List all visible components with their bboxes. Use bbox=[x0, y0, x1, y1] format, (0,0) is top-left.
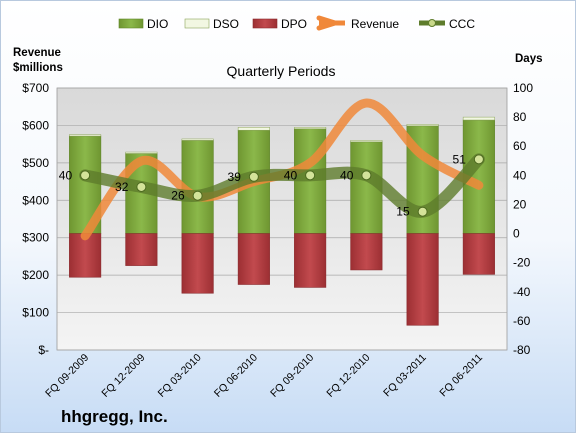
left-axis-tick-label: $500 bbox=[22, 156, 49, 170]
dso-bar bbox=[69, 134, 102, 137]
right-axis-tick-label: 60 bbox=[513, 139, 527, 153]
x-axis-tick-label: FQ 03-2010 bbox=[156, 352, 204, 400]
ccc-point bbox=[473, 154, 484, 165]
ccc-point bbox=[417, 206, 428, 217]
dso-bar bbox=[181, 138, 214, 141]
right-axis-title: Days bbox=[515, 53, 543, 65]
ccc-data-label: 26 bbox=[171, 189, 185, 203]
dpo-bar bbox=[294, 233, 327, 288]
ccc-data-label: 40 bbox=[59, 168, 73, 182]
left-axis-tick-label: $200 bbox=[22, 268, 49, 282]
legend-item-dio: DIO bbox=[118, 17, 168, 31]
left-axis-tick-label: $700 bbox=[22, 81, 49, 95]
left-axis-tick-label: $- bbox=[38, 343, 49, 357]
data-labels: 40 32 26 39 40 40 15 51 bbox=[59, 152, 466, 218]
left-axis-tick-label: $600 bbox=[22, 118, 49, 132]
ccc-data-label: 40 bbox=[284, 168, 298, 182]
right-axis-tick-label: 40 bbox=[513, 168, 527, 182]
legend-item-dso: DSO bbox=[184, 17, 239, 31]
dpo-bar bbox=[69, 233, 102, 278]
dso-bar bbox=[462, 116, 495, 121]
dpo-bar bbox=[350, 233, 383, 271]
left-axis-tick-label: $100 bbox=[22, 306, 49, 320]
legend-label-ccc: CCC bbox=[449, 17, 475, 31]
x-axis-tick-label: FQ 12-2009 bbox=[99, 352, 147, 400]
ccc-point bbox=[305, 170, 316, 181]
ccc-point bbox=[361, 170, 372, 181]
right-axis-tick-label: 80 bbox=[513, 110, 527, 124]
dso-bar bbox=[406, 124, 439, 127]
left-axis-title-line2: $millions bbox=[13, 62, 63, 74]
ccc-point bbox=[136, 181, 147, 192]
ccc-point bbox=[80, 170, 91, 181]
x-axis-tick-label: FQ 06-2011 bbox=[437, 352, 485, 400]
left-axis-tick-label: $300 bbox=[22, 231, 49, 245]
x-axis-tick-label: FQ 12-2010 bbox=[324, 352, 372, 400]
x-axis-tick-label: FQ 09-2010 bbox=[268, 352, 316, 400]
x-axis-tick-label: FQ 06-2010 bbox=[212, 352, 260, 400]
legend-swatch-dpo bbox=[252, 18, 278, 29]
legend-item-ccc: CCC bbox=[419, 17, 475, 31]
right-axis-tick-label: -20 bbox=[513, 256, 531, 270]
legend-swatch-dso bbox=[184, 18, 210, 29]
dpo-bar bbox=[181, 233, 214, 294]
legend: DIO DSO DPO Revenue CCC bbox=[118, 15, 475, 31]
ccc-point bbox=[248, 171, 259, 182]
ccc-data-label: 39 bbox=[228, 170, 242, 184]
company-name: hhgregg, Inc. bbox=[61, 407, 168, 426]
ccc-data-label: 15 bbox=[396, 205, 410, 219]
legend-label-dpo: DPO bbox=[281, 17, 307, 31]
dpo-bar bbox=[237, 233, 270, 285]
legend-label-revenue: Revenue bbox=[351, 17, 399, 31]
right-axis-tick-label: -40 bbox=[513, 285, 531, 299]
right-axis-tick-label: 20 bbox=[513, 197, 527, 211]
ccc-point bbox=[192, 190, 203, 201]
x-axis-tick-label: FQ 09-2009 bbox=[43, 352, 91, 400]
dso-bar bbox=[237, 127, 270, 131]
ccc-data-label: 40 bbox=[340, 168, 354, 182]
x-axis-tick-label: FQ 03-2011 bbox=[381, 352, 429, 400]
dso-bar bbox=[350, 140, 383, 143]
dso-bar bbox=[125, 151, 158, 154]
dpo-bar bbox=[406, 233, 439, 326]
lines bbox=[79, 98, 485, 241]
left-axis-tick-label: $400 bbox=[22, 193, 49, 207]
dpo-bar bbox=[125, 233, 158, 266]
plot-area bbox=[56, 87, 508, 351]
right-axis-tick-label: 100 bbox=[513, 81, 533, 95]
chart-title: Quarterly Periods bbox=[227, 63, 336, 79]
right-axis-tick-label: 0 bbox=[513, 227, 520, 241]
dso-bar bbox=[294, 127, 327, 130]
right-axis-tick-label: -80 bbox=[513, 343, 531, 357]
ccc-data-label: 51 bbox=[453, 152, 467, 166]
legend-label-dio: DIO bbox=[147, 17, 168, 31]
legend-label-dso: DSO bbox=[213, 17, 239, 31]
dpo-bar bbox=[462, 233, 495, 275]
legend-swatch-dio bbox=[118, 18, 144, 29]
legend-item-dpo: DPO bbox=[252, 17, 307, 31]
right-axis-tick-label: -60 bbox=[513, 314, 531, 328]
legend-item-revenue: Revenue bbox=[316, 15, 399, 31]
legend-marker-ccc bbox=[428, 19, 436, 27]
ccc-data-label: 32 bbox=[115, 180, 129, 194]
left-axis-title-line1: Revenue bbox=[13, 47, 61, 59]
